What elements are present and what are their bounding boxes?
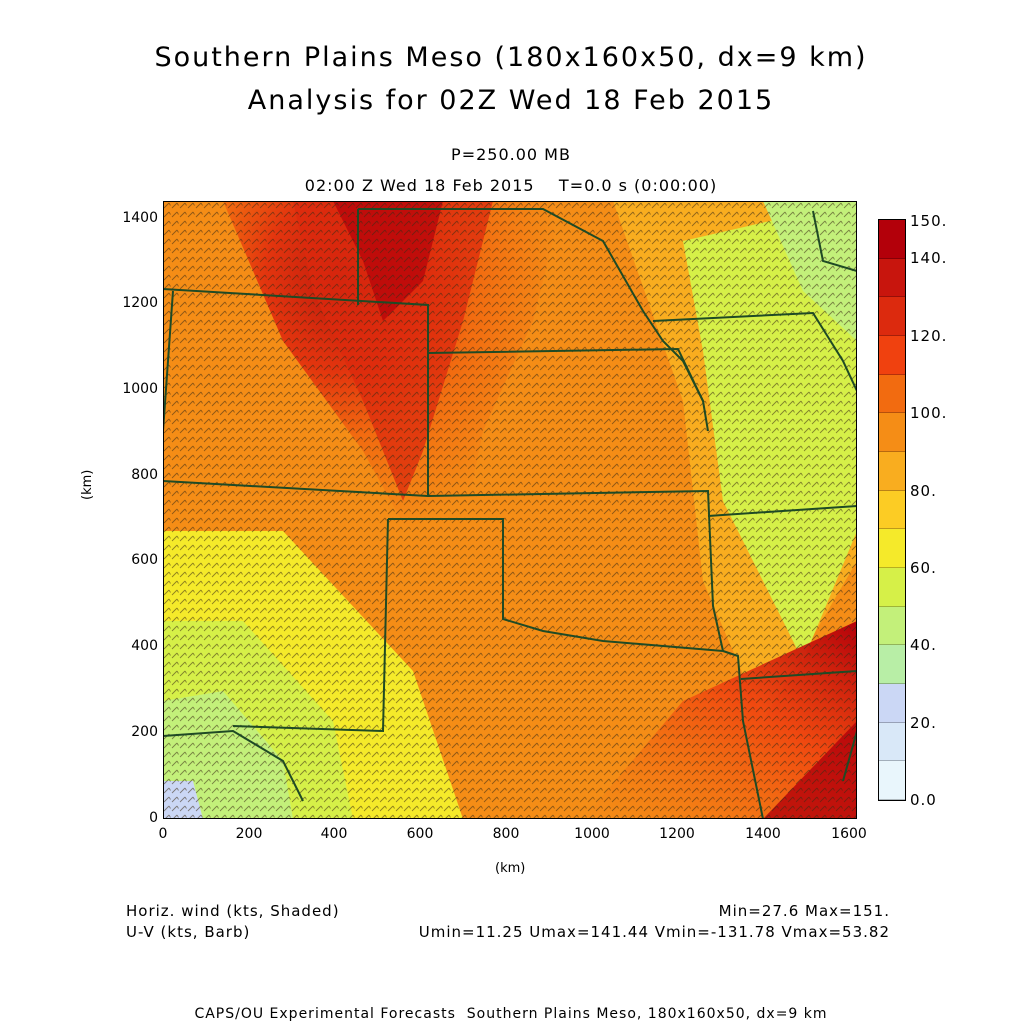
- border-oklahoma: [388, 518, 724, 652]
- border-northeast: [812, 210, 858, 272]
- y-tick: 1400: [122, 210, 158, 226]
- y-tick: 200: [131, 724, 158, 740]
- colorbar-label: 150.: [910, 212, 948, 230]
- colorbar-label: 140.: [910, 249, 948, 267]
- y-tick: 600: [131, 552, 158, 568]
- x-tick: 600: [406, 826, 434, 842]
- x-tick: 200: [235, 826, 263, 842]
- y-axis: 0 200 400 600 800 1000 1200 1400: [90, 201, 160, 826]
- border-arkansas-louisiana: [722, 650, 764, 820]
- border-west: [162, 290, 174, 432]
- colorbar-label: 0.0: [910, 791, 937, 809]
- pressure-level: P=250.00 MB: [451, 145, 571, 164]
- wind-barbs: [163, 201, 857, 819]
- map-plot: [162, 201, 858, 820]
- y-tick: 800: [131, 467, 158, 483]
- border-iowa-missouri: [652, 311, 858, 392]
- border-kansas-north: [427, 347, 704, 402]
- border-gulf: [842, 730, 858, 782]
- footer-credit: CAPS/OU Experimental Forecasts Southern …: [194, 1006, 828, 1022]
- colorbar-segment: [879, 336, 905, 375]
- colorbar-segment: [879, 490, 905, 530]
- colorbar-segment: [879, 452, 905, 491]
- legend-minmax: Min=27.6 Max=151.: [718, 902, 890, 920]
- border-mexico: [162, 729, 304, 802]
- wind-map-svg: [162, 201, 858, 820]
- y-axis-label: (km): [80, 469, 95, 500]
- colorbar-segment: [879, 297, 905, 337]
- colorbar-label: 80.: [910, 482, 937, 500]
- legend-uv-stats: Umin=11.25 Umax=141.44 Vmin=-131.78 Vmax…: [418, 923, 890, 941]
- colorbar-segment: [879, 606, 905, 646]
- colorbar-label: 120.: [910, 327, 948, 345]
- border-new-mexico-east: [232, 518, 389, 733]
- border-missouri-arkansas: [707, 505, 858, 517]
- colorbar-segment: [879, 684, 905, 723]
- border-louisiana-north: [740, 670, 858, 680]
- colorbar-segment: [879, 722, 905, 762]
- colorbar: [878, 219, 906, 801]
- x-axis-label: (km): [495, 861, 526, 876]
- y-tick: 1200: [122, 295, 158, 311]
- colorbar-label: 20.: [910, 714, 937, 732]
- x-tick: 1200: [659, 826, 695, 842]
- title-line-1: Southern Plains Meso (180x160x50, dx=9 k…: [154, 42, 868, 73]
- colorbar-segment: [879, 258, 905, 298]
- y-tick: 400: [131, 638, 158, 654]
- plot-frame: [163, 201, 857, 819]
- x-tick: 1600: [831, 826, 867, 842]
- colorbar-segment: [879, 761, 905, 801]
- legend-field-2: U-V (kts, Barb): [126, 923, 251, 941]
- colorbar-segment: [879, 568, 905, 607]
- x-tick: 400: [320, 826, 348, 842]
- colorbar-segment: [879, 413, 905, 453]
- colorbar-segment: [879, 220, 905, 259]
- x-tick: 0: [158, 826, 168, 842]
- colorbar-segment: [879, 374, 905, 414]
- legend-field-1: Horiz. wind (kts, Shaded): [126, 902, 340, 920]
- state-borders: [162, 208, 858, 820]
- x-tick: 800: [492, 826, 520, 842]
- border-kansas-south: [162, 480, 724, 652]
- colorbar-label: 40.: [910, 636, 937, 654]
- valid-time: 02:00 Z Wed 18 Feb 2015 T=0.0 s (0:00:00…: [304, 176, 718, 195]
- colorbar-segment: [879, 529, 905, 569]
- x-tick: 1400: [745, 826, 781, 842]
- x-tick: 1000: [574, 826, 610, 842]
- border-colorado: [162, 288, 429, 496]
- colorbar-label: 60.: [910, 559, 937, 577]
- title-line-2: Analysis for 02Z Wed 18 Feb 2015: [247, 85, 775, 116]
- y-tick: 1000: [122, 381, 158, 397]
- colorbar-label: 100.: [910, 404, 948, 422]
- y-tick: 0: [149, 810, 158, 826]
- colorbar-segment: [879, 645, 905, 685]
